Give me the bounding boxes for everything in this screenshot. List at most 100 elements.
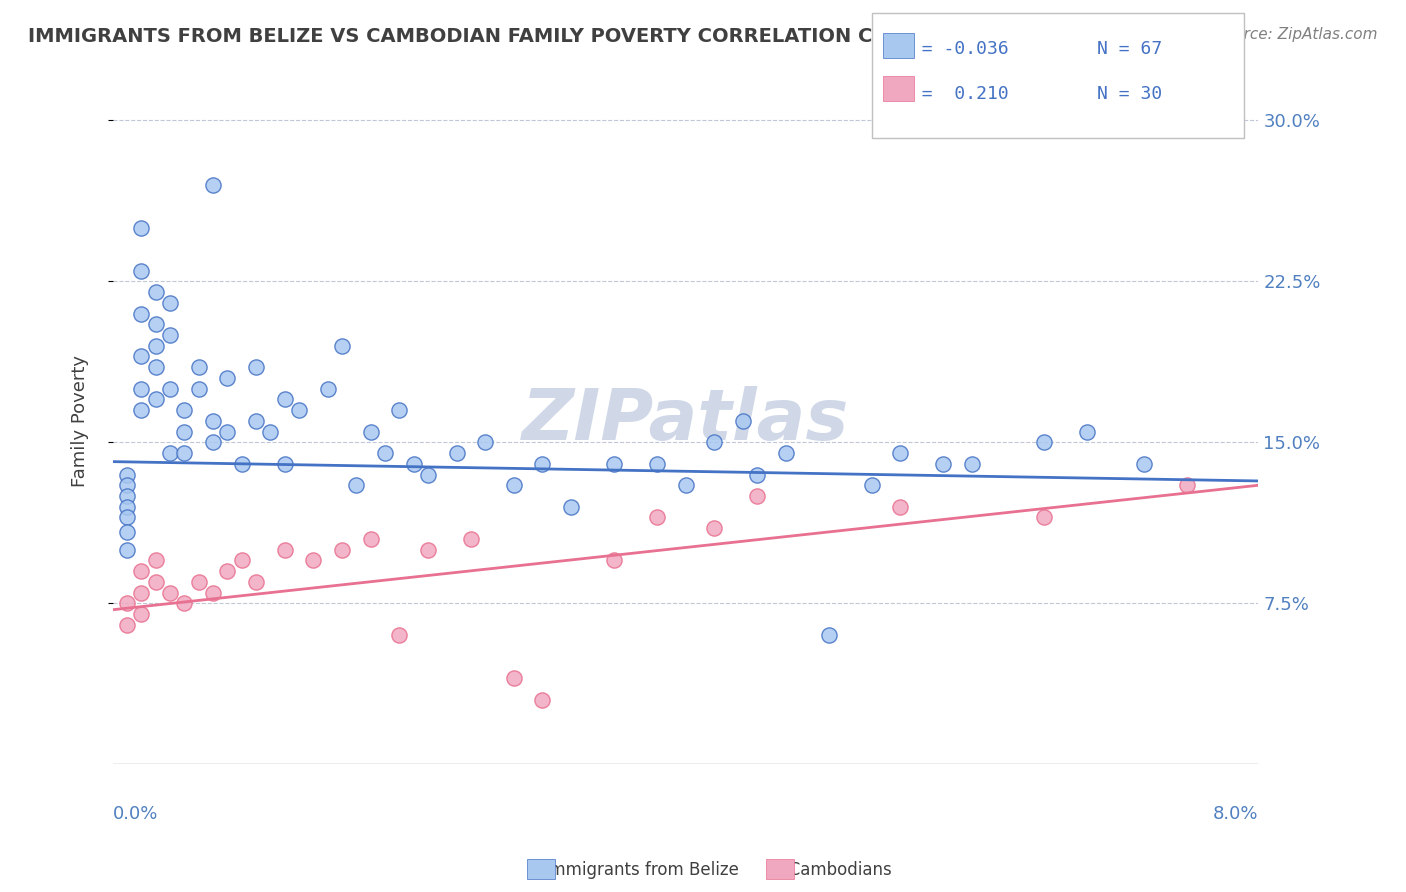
Text: N = 30: N = 30 — [1097, 85, 1161, 103]
Point — [932, 457, 955, 471]
Point — [159, 382, 181, 396]
Point — [131, 263, 153, 277]
Point — [145, 392, 167, 407]
Point — [360, 532, 382, 546]
Text: 8.0%: 8.0% — [1213, 805, 1258, 823]
Point — [288, 403, 311, 417]
Point — [747, 467, 769, 482]
Point — [159, 328, 181, 343]
Point — [131, 564, 153, 578]
Point — [131, 350, 153, 364]
Point — [202, 178, 225, 192]
Point — [115, 542, 138, 557]
Point — [416, 467, 439, 482]
Point — [402, 457, 425, 471]
Point — [115, 500, 138, 514]
Point — [889, 446, 911, 460]
Point — [388, 628, 411, 642]
Point — [374, 446, 396, 460]
Point — [645, 510, 668, 524]
Point — [217, 371, 239, 385]
Point — [273, 457, 295, 471]
Point — [259, 425, 281, 439]
Point — [115, 510, 138, 524]
Point — [531, 457, 554, 471]
Point — [960, 457, 983, 471]
Point — [531, 693, 554, 707]
Point — [173, 403, 195, 417]
Text: R =  0.210: R = 0.210 — [900, 85, 1008, 103]
Point — [474, 435, 496, 450]
Point — [1175, 478, 1198, 492]
Point — [115, 596, 138, 610]
Point — [330, 339, 353, 353]
Point — [273, 542, 295, 557]
Point — [1133, 457, 1156, 471]
Point — [145, 285, 167, 299]
Point — [173, 425, 195, 439]
Point — [703, 521, 725, 535]
Point — [187, 574, 209, 589]
Point — [231, 553, 253, 567]
Point — [675, 478, 697, 492]
Point — [245, 360, 267, 375]
Point — [603, 553, 626, 567]
Point — [217, 564, 239, 578]
Point — [217, 425, 239, 439]
Point — [731, 414, 754, 428]
Point — [202, 414, 225, 428]
Point — [460, 532, 482, 546]
Point — [159, 585, 181, 599]
Point — [1032, 510, 1054, 524]
Text: IMMIGRANTS FROM BELIZE VS CAMBODIAN FAMILY POVERTY CORRELATION CHART: IMMIGRANTS FROM BELIZE VS CAMBODIAN FAMI… — [28, 27, 931, 45]
Point — [145, 339, 167, 353]
Point — [245, 414, 267, 428]
Point — [388, 403, 411, 417]
Y-axis label: Family Poverty: Family Poverty — [72, 355, 89, 487]
Point — [202, 435, 225, 450]
Text: Source: ZipAtlas.com: Source: ZipAtlas.com — [1215, 27, 1378, 42]
Text: 0.0%: 0.0% — [112, 805, 159, 823]
Point — [775, 446, 797, 460]
Point — [159, 446, 181, 460]
Point — [115, 467, 138, 482]
Point — [115, 617, 138, 632]
Point — [115, 525, 138, 540]
Point — [747, 489, 769, 503]
Point — [145, 553, 167, 567]
Point — [115, 489, 138, 503]
Point — [159, 295, 181, 310]
Point — [131, 607, 153, 621]
Text: ZIPatlas: ZIPatlas — [522, 386, 849, 455]
Point — [889, 500, 911, 514]
Point — [131, 403, 153, 417]
Point — [173, 446, 195, 460]
Point — [173, 596, 195, 610]
Point — [187, 382, 209, 396]
Point — [560, 500, 582, 514]
Point — [131, 585, 153, 599]
Point — [145, 360, 167, 375]
Point — [1032, 435, 1054, 450]
Point — [645, 457, 668, 471]
Text: Cambodians: Cambodians — [773, 861, 891, 879]
Text: N = 67: N = 67 — [1097, 40, 1161, 58]
Point — [131, 382, 153, 396]
Point — [115, 478, 138, 492]
Point — [273, 392, 295, 407]
Point — [316, 382, 339, 396]
Point — [187, 360, 209, 375]
Point — [502, 478, 524, 492]
Point — [446, 446, 468, 460]
Point — [703, 435, 725, 450]
Point — [860, 478, 883, 492]
Point — [502, 672, 524, 686]
Text: R = -0.036: R = -0.036 — [900, 40, 1008, 58]
Point — [245, 574, 267, 589]
Point — [330, 542, 353, 557]
Point — [145, 574, 167, 589]
Point — [416, 542, 439, 557]
Point — [202, 585, 225, 599]
Point — [603, 457, 626, 471]
Point — [344, 478, 367, 492]
